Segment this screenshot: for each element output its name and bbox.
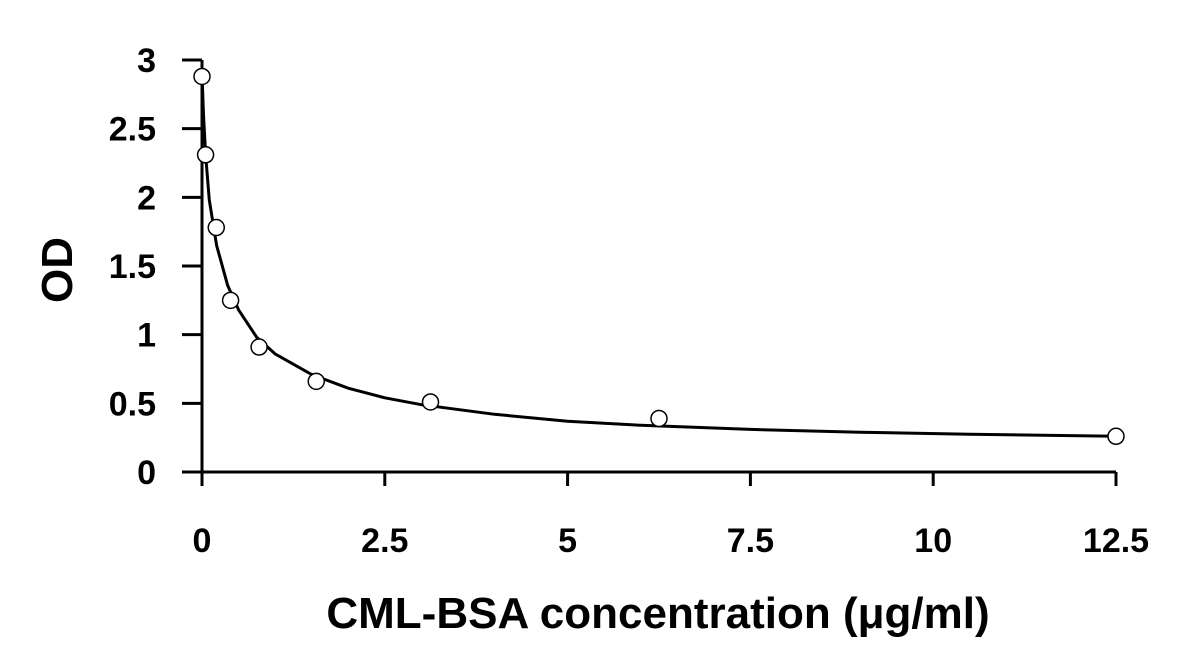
- data-point: [196, 146, 215, 164]
- x-tick-label: 12.5: [1083, 522, 1149, 560]
- x-axis-title: CML-BSA concentration (μg/ml): [326, 589, 989, 638]
- axes: [182, 60, 1116, 474]
- y-axis-title: OD: [33, 237, 82, 303]
- y-tick-label: 3: [137, 42, 156, 80]
- x-tick-label: 10: [914, 522, 952, 560]
- y-tick-label: 1: [137, 317, 156, 355]
- y-tick-label: 2.5: [109, 111, 156, 149]
- data-point: [207, 218, 226, 237]
- data-point: [250, 338, 268, 356]
- x-tick-label: 2.5: [361, 522, 408, 560]
- fit-curve: [200, 84, 1117, 438]
- x-ticks: 0 2.5 5 7.5 10 12.5: [193, 472, 1149, 560]
- y-tick-label: 1.5: [109, 248, 156, 286]
- y-tick-label: 0.5: [109, 385, 156, 423]
- x-tick-label: 7.5: [727, 522, 774, 560]
- data-point: [307, 372, 325, 391]
- x-tick-label: 5: [558, 522, 577, 560]
- data-point: [421, 393, 440, 411]
- y-ticks: 0 0.5 1 1.5 2 2.5 3: [109, 42, 202, 492]
- y-tick-label: 0: [137, 454, 156, 492]
- data-point: [1107, 427, 1125, 446]
- data-point: [193, 67, 211, 86]
- x-tick-label: 0: [193, 522, 212, 560]
- data-point: [221, 291, 240, 310]
- data-points: [193, 67, 1125, 446]
- y-tick-label: 2: [137, 179, 156, 217]
- data-point: [650, 409, 668, 428]
